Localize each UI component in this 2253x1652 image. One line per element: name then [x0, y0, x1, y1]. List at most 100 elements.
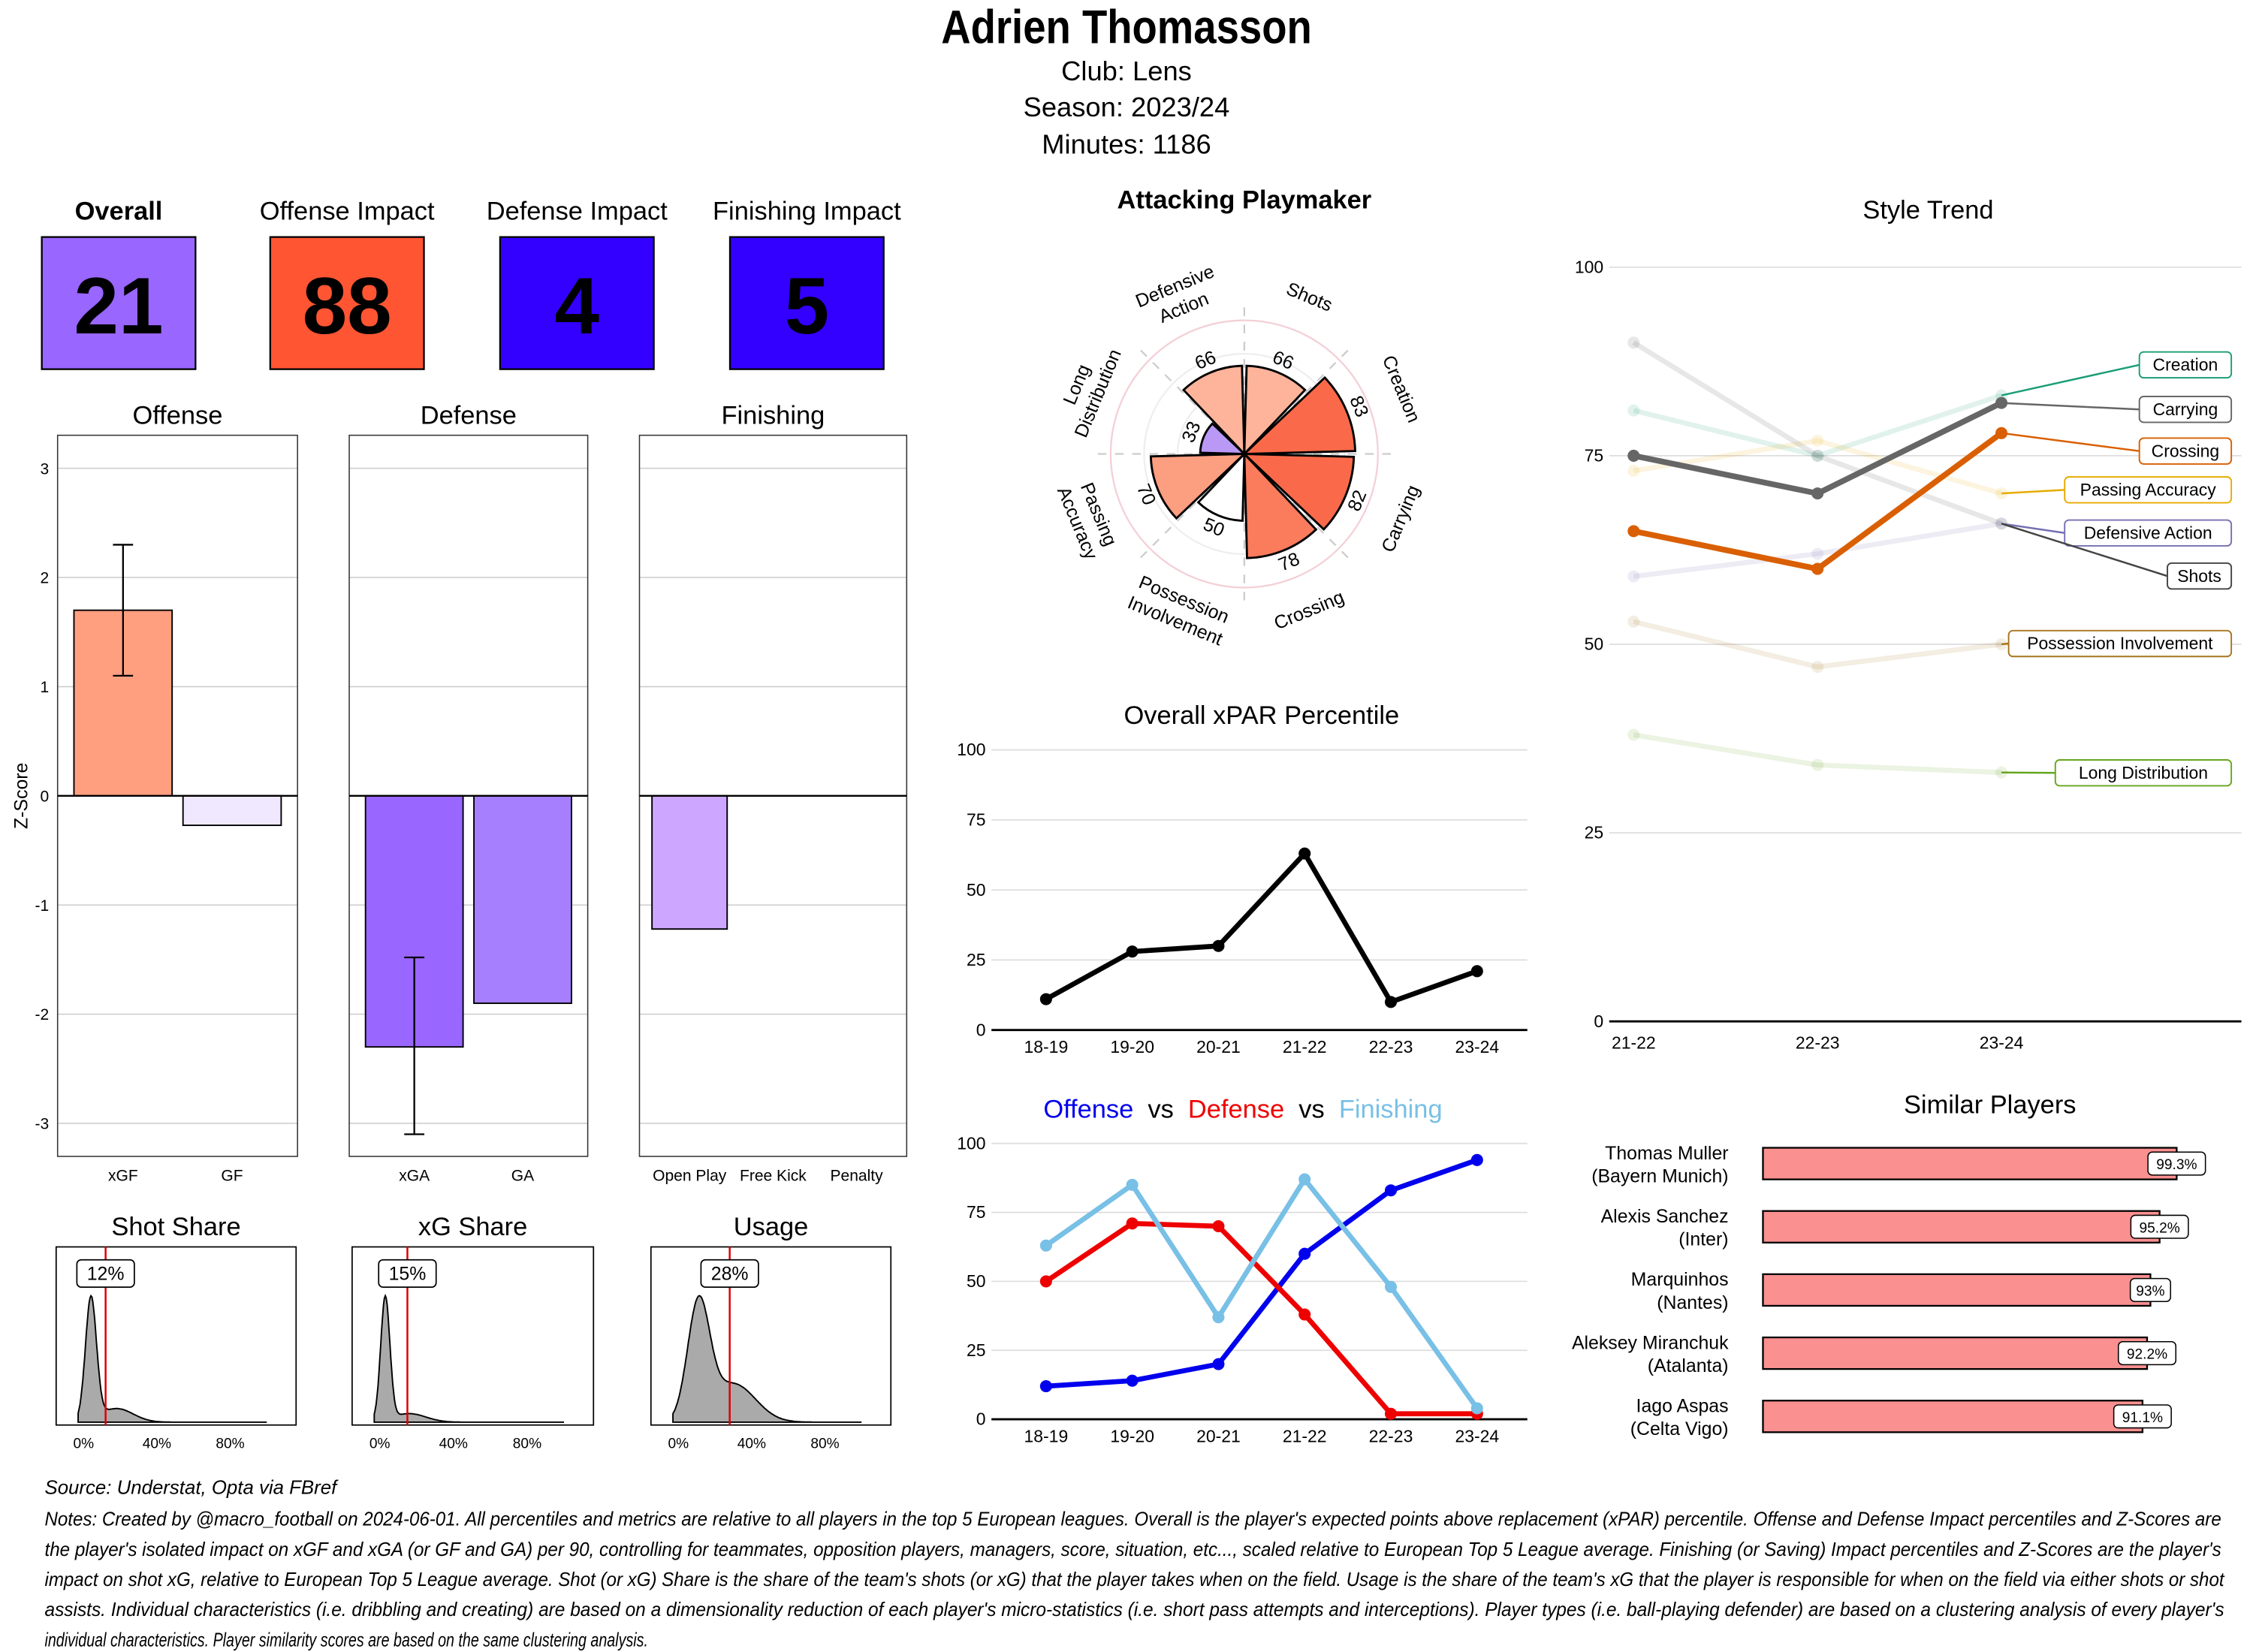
- player-club-label: (Inter): [1678, 1229, 1728, 1250]
- impact-label: Finishing Impact: [713, 197, 901, 226]
- similarity-label-box: [2129, 1277, 2171, 1302]
- season-label: Season: 2023/24: [1024, 92, 1230, 122]
- data-point: [1212, 939, 1225, 952]
- data-point: [1212, 1219, 1225, 1233]
- data-point: [1039, 993, 1052, 1005]
- radar-bar: [1196, 451, 1246, 522]
- density-area: [77, 1294, 267, 1423]
- x-tick-label: 40%: [143, 1436, 171, 1452]
- impact-box: [269, 236, 425, 370]
- similarity-bar: [1762, 1273, 2152, 1307]
- series-label: Shots: [2177, 566, 2221, 586]
- y-tick-label: 50: [967, 880, 986, 900]
- data-point: [1627, 728, 1640, 741]
- minutes-label: Minutes: 1186: [1042, 129, 1211, 160]
- player-club-label: (Celta Vigo): [1630, 1418, 1729, 1439]
- impact-label: Offense Impact: [260, 197, 435, 226]
- y-tick-label: 75: [1585, 446, 1604, 466]
- data-point: [1126, 1178, 1139, 1191]
- series-label-box: [2064, 519, 2233, 547]
- category-label: GA: [511, 1168, 534, 1185]
- panel-border: [351, 1246, 595, 1426]
- data-point: [1627, 464, 1640, 478]
- impact-value: 21: [74, 261, 163, 351]
- notes-line: Notes: Created by @macro_football on 202…: [44, 1509, 2221, 1530]
- value-label-box: [700, 1259, 759, 1288]
- data-point: [1384, 1280, 1398, 1293]
- x-tick-label: 23-24: [1455, 1037, 1499, 1057]
- series-line: [1633, 619, 2002, 670]
- y-tick-label: 0: [41, 788, 50, 805]
- data-point: [1298, 847, 1311, 860]
- y-axis-label: Z-Score: [11, 763, 32, 829]
- player-name-label: Alexis Sanchez: [1601, 1206, 1729, 1227]
- y-tick-label: 75: [967, 810, 986, 830]
- player-name-label: Marquinhos: [1631, 1269, 1729, 1290]
- player-club-label: (Bayern Munich): [1591, 1165, 1728, 1186]
- data-point: [1470, 1153, 1483, 1166]
- category-label: Open Play: [653, 1168, 727, 1185]
- series-label: Passing Accuracy: [2080, 480, 2217, 499]
- similarity-label-box: [2113, 1404, 2172, 1429]
- series-label-box: [2064, 476, 2233, 504]
- category-label: Penalty: [831, 1168, 884, 1185]
- similarity-bar: [1762, 1210, 2161, 1244]
- data-point: [1298, 1308, 1311, 1321]
- y-tick-label: 3: [41, 460, 50, 478]
- similarity-bar: [1762, 1147, 2178, 1180]
- x-tick-label: 20-21: [1196, 1037, 1241, 1057]
- radar-bar: [1243, 364, 1307, 457]
- data-point: [1627, 336, 1640, 349]
- series-line: [1045, 1157, 1478, 1389]
- zscore-chart: Z-Score 3 2 1 0 -1 -2 -3 Offense xGF GF Defense xGA G…: [11, 401, 908, 1185]
- data-point: [1212, 1311, 1225, 1324]
- x-tick-label: 40%: [737, 1436, 766, 1452]
- x-tick-label: 22-23: [1369, 1427, 1413, 1446]
- x-tick-label: 20-21: [1196, 1427, 1241, 1446]
- series-line: [1633, 521, 2002, 579]
- y-tick-label: 100: [957, 740, 985, 759]
- series-label: Defensive Action: [2084, 523, 2212, 542]
- radar-ring: [1143, 352, 1346, 556]
- y-tick-label: 50: [967, 1271, 986, 1291]
- panel-border: [650, 1246, 892, 1426]
- x-tick-label: 19-20: [1110, 1037, 1154, 1057]
- impact-value: 88: [303, 261, 392, 351]
- similarity-label: 95.2%: [2140, 1220, 2180, 1236]
- radar-ring: [1109, 319, 1379, 589]
- player-name-label: Thomas Muller: [1605, 1143, 1728, 1164]
- impact-label: Overall: [75, 197, 163, 226]
- y-tick-label: 25: [967, 1340, 986, 1360]
- panel-title: Finishing: [722, 401, 825, 430]
- title-part: Finishing: [1339, 1095, 1443, 1123]
- data-point: [1811, 562, 1824, 575]
- x-tick-label: 0%: [668, 1436, 689, 1452]
- similarity-label-box: [2117, 1341, 2177, 1366]
- footer: Source: Understat, Opta via FBref Notes:…: [44, 1478, 2225, 1651]
- player-name: Adrien Thomasson: [941, 1, 1312, 53]
- similarity-label: 91.1%: [2122, 1410, 2163, 1426]
- y-tick-label: 100: [957, 1133, 985, 1153]
- player-name-label: Aleksey Miranchuk: [1572, 1332, 1729, 1353]
- similarity-label-box: [2147, 1151, 2206, 1176]
- series-label: Possession Involvement: [2027, 634, 2213, 653]
- x-tick-label: 22-23: [1369, 1037, 1413, 1057]
- y-tick-label: 25: [967, 950, 986, 969]
- y-tick-label: -1: [35, 897, 50, 915]
- data-point: [1627, 449, 1640, 462]
- x-tick-label: 19-20: [1110, 1427, 1154, 1446]
- data-point: [1298, 1247, 1311, 1260]
- data-point: [1126, 945, 1139, 958]
- y-tick-label: 0: [976, 1020, 986, 1039]
- y-tick-label: 0: [976, 1409, 986, 1429]
- value-label: 28%: [711, 1264, 749, 1285]
- panel-border: [55, 1246, 297, 1426]
- panel-title: Shot Share: [111, 1213, 240, 1241]
- impact-value: 4: [554, 261, 599, 351]
- data-point: [1384, 1407, 1398, 1420]
- notes-line: individual characteristics. Player simil…: [44, 1629, 647, 1650]
- label-connector: [2001, 432, 2140, 452]
- x-tick-label: 18-19: [1024, 1427, 1069, 1446]
- bar: [473, 794, 572, 1005]
- category-label: GF: [221, 1168, 243, 1185]
